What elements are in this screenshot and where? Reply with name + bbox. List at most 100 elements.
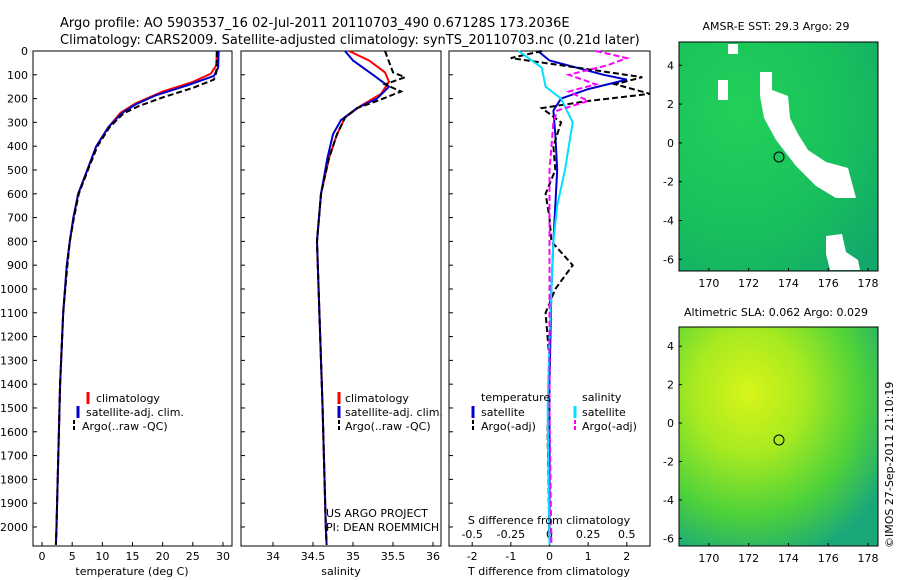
map-x-tick-label: 174 — [778, 277, 799, 290]
map-x-tick-label: 176 — [818, 277, 839, 290]
legend-header-salinity: salinity — [582, 391, 622, 404]
map-x-tick-label: 178 — [858, 277, 879, 290]
depth-axis: 0 100 200 300 400 500 600 700 800 900 1000 1100 1200… — [0, 45, 453, 534]
sst-cloud-patch — [826, 234, 860, 270]
x-tick-label: 15 — [126, 550, 140, 563]
legend-label-argo: Argo(..raw -QC) — [345, 420, 431, 433]
argo-float-marker — [773, 434, 785, 446]
series-line-argo-raw-qc- — [54, 50, 218, 545]
depth-tick-label: 0 — [21, 45, 28, 58]
x-tick-label: 30 — [216, 550, 230, 563]
series-line-s-satellite — [518, 50, 574, 545]
temperature-panel-frame — [32, 50, 233, 547]
difference-xlabel-top: S difference from climatology — [468, 514, 631, 527]
map-axes: 170 172 174 176 178 4 2 0 -2 -4 -6 170 172 174 176 178 4… — [663, 59, 879, 565]
x-tick-label: 0 — [39, 550, 46, 563]
difference-plot: -2 -1 0 1 2-0.5 -0.25 0 0.25 0.5 — [461, 50, 651, 563]
depth-tick-label: 600 — [7, 188, 28, 201]
difference-xlabel: T difference from climatology — [467, 565, 630, 578]
x-tick-label: -1 — [505, 550, 516, 563]
legend-label-t-satellite: satellite — [481, 406, 525, 419]
map-x-tick-label: 170 — [698, 552, 719, 565]
map-y-tick-label: -4 — [663, 215, 674, 228]
legend-label-satellite: satellite-adj. clim. — [345, 406, 443, 419]
depth-tick-label: 1600 — [0, 426, 28, 439]
sla-map-title: Altimetric SLA: 0.062 Argo: 0.029 — [684, 306, 868, 319]
depth-tick-label: 400 — [7, 140, 28, 153]
legend-header-temperature: temperature — [481, 391, 550, 404]
map-x-tick-label: 172 — [738, 277, 759, 290]
figure-title-line1: Argo profile: AO 5903537_16 02-Jul-2011 … — [60, 16, 570, 31]
series-line-s-argo-adj- — [548, 50, 631, 545]
series-line-argo-raw-qc- — [315, 50, 408, 545]
salinity-plot: 34 34.5 35 35.5 36 — [266, 50, 440, 563]
x-tick-label: 2 — [623, 550, 630, 563]
map-y-tick-label: 0 — [667, 417, 674, 430]
depth-tick-label: 1200 — [0, 331, 28, 344]
s-tick-label: -0.25 — [497, 528, 525, 541]
series-line-satellite-adj-clim- — [315, 50, 391, 545]
legend-label-satellite: satellite-adj. clim. — [86, 406, 184, 419]
map-x-tick-label: 174 — [778, 552, 799, 565]
depth-tick-label: 2000 — [0, 521, 28, 534]
depth-tick-label: 1900 — [0, 497, 28, 510]
depth-tick-label: 500 — [7, 164, 28, 177]
difference-legend: temperature salinity satellite Argo(-adj… — [471, 391, 637, 433]
depth-tick-label: 1000 — [0, 283, 28, 296]
legend-label-t-argo: Argo(-adj) — [481, 420, 536, 433]
sla-map-field — [679, 327, 878, 546]
project-pi: PI: DEAN ROEMMICH — [326, 521, 439, 534]
x-tick-label: 35 — [346, 550, 360, 563]
depth-tick-label: 900 — [7, 259, 28, 272]
depth-tick-label: 300 — [7, 116, 28, 129]
sst-cloud-patch — [728, 44, 738, 54]
x-tick-label: 25 — [186, 550, 200, 563]
map-y-tick-label: -2 — [663, 455, 674, 468]
x-tick-label: 35.5 — [381, 550, 406, 563]
depth-tick-label: 100 — [7, 69, 28, 82]
x-tick-label: 1 — [585, 550, 592, 563]
map-x-tick-label: 172 — [738, 552, 759, 565]
map-y-tick-label: 4 — [667, 59, 674, 72]
depth-tick-label: 1800 — [0, 473, 28, 486]
depth-tick-label: 1100 — [0, 307, 28, 320]
map-y-tick-label: -4 — [663, 494, 674, 507]
map-y-tick-label: -6 — [663, 253, 674, 266]
x-tick-label: 10 — [95, 550, 109, 563]
s-tick-label: 0.5 — [618, 528, 636, 541]
map-y-tick-label: 2 — [667, 98, 674, 111]
footer-timestamp: ©IMOS 27-Sep-2011 21:10:19 — [883, 382, 896, 548]
map-x-tick-label: 170 — [698, 277, 719, 290]
x-tick-label: -2 — [467, 550, 478, 563]
sst-map — [678, 41, 879, 272]
legend-label-climatology: climatology — [96, 392, 160, 405]
series-line-t-argo-adj- — [510, 50, 651, 545]
legend-label-s-argo: Argo(-adj) — [582, 420, 637, 433]
temperature-legend: climatology satellite-adj. clim. Argo(..… — [73, 392, 184, 433]
map-y-tick-label: -6 — [663, 532, 674, 545]
legend-label-argo: Argo(..raw -QC) — [82, 420, 168, 433]
legend-label-s-satellite: satellite — [582, 406, 626, 419]
salinity-xlabel: salinity — [321, 565, 361, 578]
x-tick-label: 5 — [69, 550, 76, 563]
sla-map — [678, 326, 879, 547]
x-tick-label: 36 — [426, 550, 440, 563]
map-x-tick-label: 176 — [818, 552, 839, 565]
series-line-climatology — [315, 50, 391, 545]
sst-map-title: AMSR-E SST: 29.3 Argo: 29 — [702, 20, 849, 33]
legend-label-climatology: climatology — [345, 392, 409, 405]
x-tick-label: 34 — [266, 550, 280, 563]
depth-tick-label: 1700 — [0, 450, 28, 463]
depth-tick-label: 200 — [7, 93, 28, 106]
series-line-satellite-adj-clim- — [54, 50, 220, 545]
figure-title-line2: Climatology: CARS2009. Satellite-adjuste… — [60, 33, 640, 48]
depth-tick-label: 1300 — [0, 354, 28, 367]
map-x-tick-label: 178 — [858, 552, 879, 565]
map-y-tick-label: 4 — [667, 340, 674, 353]
argo-float-marker — [773, 151, 785, 163]
depth-tick-label: 1500 — [0, 402, 28, 415]
temperature-xlabel: temperature (deg C) — [75, 565, 188, 578]
sst-map-frame — [678, 41, 879, 272]
map-y-tick-label: 2 — [667, 379, 674, 392]
